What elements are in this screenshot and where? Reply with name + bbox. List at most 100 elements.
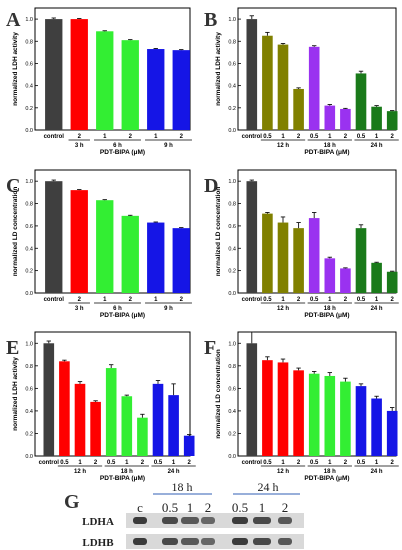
category-label: 0.5 (357, 297, 366, 303)
y-axis-label: normalized LDH activity (12, 32, 19, 106)
bar-f-5 (324, 375, 336, 456)
chart-panel-d: D 0.0 0.2 0.4 0.6 0.8 1.0 normalized LD concent… (204, 169, 399, 319)
category-label: 1 (78, 460, 82, 466)
category-label: 2 (391, 297, 395, 303)
bar-d-9 (386, 271, 398, 293)
panel-letter-b: B (204, 9, 217, 31)
category-label: 1 (328, 460, 332, 466)
category-label: 0.5 (154, 460, 163, 466)
blot-band (232, 538, 248, 545)
panel-letter-g: G (64, 491, 80, 513)
bar-f-6 (340, 381, 351, 456)
blot-band (181, 517, 199, 524)
blot-lane-label: 2 (205, 500, 212, 515)
y-tick-label: 0.6 (228, 386, 236, 392)
category-label: 2 (78, 297, 82, 303)
group-label: 18 h (324, 469, 336, 475)
bar-d-3 (293, 228, 304, 293)
y-tick-label: 0.6 (25, 224, 33, 230)
category-label: control (44, 297, 65, 303)
bar-f-9 (386, 410, 398, 456)
y-axis-label: normalized LD concentration (215, 349, 222, 439)
category-label: control (242, 460, 263, 466)
blot-band (162, 517, 178, 524)
y-axis-label: normalized LDH activity (12, 357, 19, 431)
y-tick-label: 1.0 (25, 179, 33, 185)
category-label: 0.5 (310, 297, 319, 303)
group-label: 9 h (164, 143, 173, 149)
y-tick-label: 0.4 (25, 246, 33, 252)
group-label: 6 h (113, 143, 122, 149)
y-tick-label: 1.0 (25, 17, 33, 23)
y-tick-label: 0.8 (25, 364, 33, 370)
bar-e-9 (183, 435, 195, 456)
y-tick-label: 0.2 (228, 106, 236, 112)
category-label: 2 (129, 134, 133, 140)
bar-e-3 (90, 401, 101, 456)
blot-lane-label: c (137, 500, 143, 515)
x-axis-label: PDT-BIPA (μM) (304, 312, 349, 319)
blot-band (201, 538, 215, 545)
category-label: control (242, 297, 263, 303)
bar-b-6 (340, 108, 351, 130)
category-label: 1 (125, 460, 129, 466)
bar-e-1 (59, 361, 70, 456)
x-axis-label: PDT-BIPA (μM) (100, 475, 145, 482)
y-tick-label: 0.2 (228, 431, 236, 437)
category-label: 1 (328, 297, 332, 303)
bar-c-1 (70, 190, 88, 293)
category-label: control (44, 134, 65, 140)
category-label: 1 (154, 134, 158, 140)
category-label: 2 (391, 460, 395, 466)
chart-panel-b: B 0.0 0.2 0.4 0.6 0.8 1.0 normalized LDH activi… (204, 7, 399, 156)
blot-lane-label: 1 (259, 500, 266, 515)
group-label: 12 h (74, 469, 86, 475)
category-label: control (39, 460, 60, 466)
category-label: 0.5 (357, 460, 366, 466)
category-label: 0.5 (310, 460, 319, 466)
chart-panel-f: F 0.0 0.2 0.4 0.6 0.8 1.0 normalized LD concent… (204, 331, 399, 482)
blot-band (133, 538, 147, 545)
y-tick-label: 0.8 (25, 202, 33, 208)
panel-letter-e: E (6, 337, 19, 359)
category-label: 1 (281, 460, 285, 466)
category-label: 1 (281, 134, 285, 140)
group-label: 9 h (164, 306, 173, 312)
y-tick-label: 0.4 (25, 84, 33, 90)
category-label: 2 (188, 460, 192, 466)
panel-letter-c: C (6, 175, 20, 197)
group-label: 24 h (371, 143, 383, 149)
blot-band (278, 538, 292, 545)
bar-b-9 (386, 111, 398, 130)
bar-d-4 (308, 218, 320, 293)
bar-b-7 (355, 73, 367, 130)
category-label: 2 (141, 460, 145, 466)
bar-e-5 (121, 396, 133, 456)
bar-e-6 (137, 417, 148, 456)
y-tick-label: 0.0 (228, 291, 236, 297)
blot-lane-label: 2 (282, 500, 289, 515)
group-label: 12 h (277, 469, 289, 475)
category-label: 2 (129, 297, 133, 303)
blot-band (133, 517, 147, 524)
blot-lane-label: 1 (187, 500, 194, 515)
category-label: 2 (297, 460, 301, 466)
category-label: 2 (344, 460, 348, 466)
y-tick-label: 0.0 (25, 128, 33, 134)
group-label: 24 h (371, 306, 383, 312)
charts: A 0.0 0.2 0.4 0.6 0.8 1.0 normalized LDH activi… (6, 7, 399, 482)
y-tick-label: 1.0 (228, 341, 236, 347)
panel-letter-f: F (204, 337, 216, 359)
bar-b-0 (246, 19, 258, 130)
blot-band (278, 517, 292, 524)
category-label: control (242, 134, 263, 140)
category-label: 2 (344, 297, 348, 303)
y-tick-label: 0.2 (228, 269, 236, 275)
group-label: 18 h (324, 306, 336, 312)
group-label: 3 h (75, 143, 84, 149)
category-label: 2 (180, 297, 184, 303)
category-label: 2 (344, 134, 348, 140)
category-label: 1 (375, 460, 379, 466)
category-label: 1 (281, 297, 285, 303)
